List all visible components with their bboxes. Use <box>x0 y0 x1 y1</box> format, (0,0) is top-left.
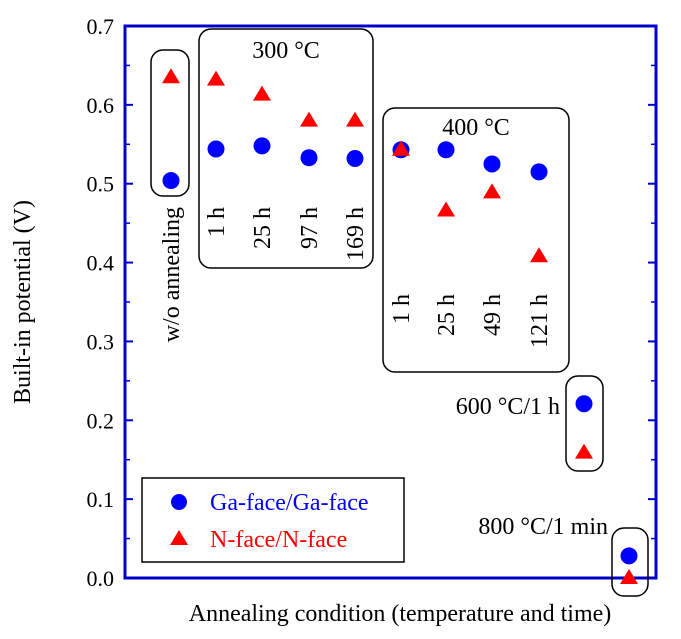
condition-label: 169 h <box>343 207 369 261</box>
condition-label: 97 h <box>297 207 323 249</box>
condition-label: 121 h <box>527 294 553 348</box>
y-tick-label: 0.2 <box>87 408 115 433</box>
y-tick-label: 0.1 <box>87 487 115 512</box>
y-axis-title: Built-in potential (V) <box>10 200 36 404</box>
group-title-300c: 300 °C <box>252 38 320 64</box>
box-800c <box>611 527 649 597</box>
condition-label: 49 h <box>480 294 506 336</box>
point-n-face <box>253 85 271 101</box>
condition-label: 25 h <box>250 207 276 249</box>
point-ga-face <box>346 149 364 167</box>
point-ga-face <box>253 137 271 155</box>
box-400c <box>382 107 570 373</box>
group-title-400c: 400 °C <box>442 115 510 141</box>
y-axis: 0.0 0.1 0.2 0.3 0.4 0.5 0.6 0.7 <box>87 14 656 591</box>
point-ga-face <box>162 172 180 190</box>
y-tick-label: 0.3 <box>87 329 115 354</box>
point-n-face <box>437 201 455 217</box>
box-300c <box>198 28 374 269</box>
legend-ga-marker <box>171 494 187 510</box>
condition-label: 25 h <box>434 294 460 336</box>
series-ga-face <box>162 137 638 565</box>
box-wo-annealing <box>150 49 190 197</box>
y-tick-label: 0.6 <box>87 93 115 118</box>
group-boxes <box>150 28 649 597</box>
point-ga-face <box>575 395 593 413</box>
legend-box <box>141 477 405 563</box>
legend-ga-label: Ga-face/Ga-face <box>210 490 369 516</box>
point-n-face <box>300 111 318 127</box>
point-n-face <box>483 183 501 199</box>
point-ga-face <box>483 155 501 173</box>
point-n-face <box>575 443 593 459</box>
point-ga-face <box>300 149 318 167</box>
point-ga-face <box>530 163 548 181</box>
legend-n-label: N-face/N-face <box>210 527 347 553</box>
y-tick-label: 0.5 <box>87 172 115 197</box>
point-n-face <box>162 68 180 84</box>
condition-label: w/o annealing <box>159 207 185 342</box>
point-n-face <box>620 569 638 584</box>
point-n-face <box>207 70 225 86</box>
group-title-600c: 600 °C/1 h <box>456 394 560 420</box>
x-axis-title: Annealing condition (temperature and tim… <box>189 601 612 627</box>
box-600c <box>565 375 604 472</box>
condition-labels: w/o annealing 1 h 25 h 97 h 169 h 1 h 25 h 49 h… <box>159 207 553 348</box>
group-title-800c: 800 °C/1 min <box>478 514 608 540</box>
series-n-face <box>162 68 638 584</box>
point-n-face <box>530 247 548 263</box>
point-ga-face <box>620 547 638 565</box>
point-ga-face <box>437 141 455 159</box>
y-tick-label: 0.0 <box>87 566 115 591</box>
legend-n-marker <box>170 530 188 545</box>
point-ga-face <box>207 140 225 158</box>
legend: Ga-face/Ga-face N-face/N-face <box>141 477 405 563</box>
point-n-face <box>346 111 364 127</box>
y-tick-label: 0.7 <box>87 14 115 39</box>
condition-label: 1 h <box>389 294 415 324</box>
condition-label: 1 h <box>204 207 230 237</box>
y-tick-label: 0.4 <box>87 251 115 276</box>
point-n-face <box>392 140 410 156</box>
